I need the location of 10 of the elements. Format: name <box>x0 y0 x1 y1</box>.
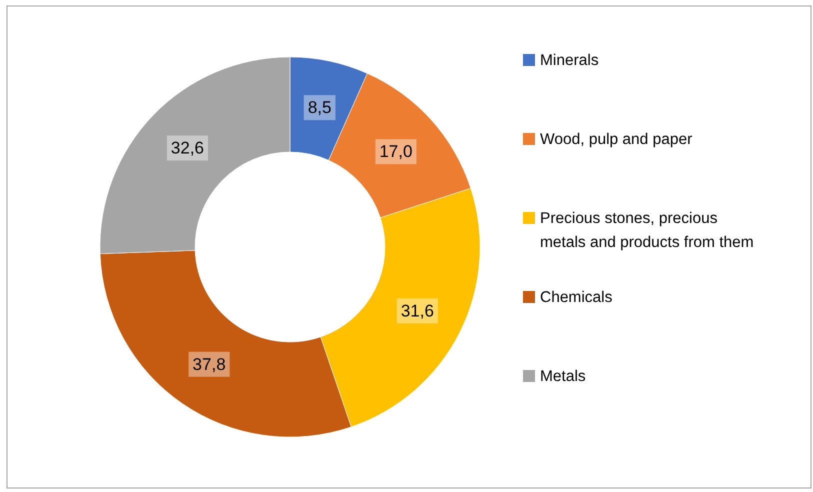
legend-label: Metals <box>540 368 586 384</box>
legend-label: Chemicals <box>540 288 613 306</box>
legend-label: Wood, pulp and paper <box>540 130 692 148</box>
legend-label: Minerals <box>540 52 599 68</box>
legend-label: Precious stones, precious metals and products from them <box>540 210 754 251</box>
data-label: 8,5 <box>308 98 332 118</box>
data-label: 32,6 <box>170 138 204 158</box>
data-label: 31,6 <box>400 301 434 320</box>
data-label: 37,8 <box>192 354 226 374</box>
data-label: 17,0 <box>379 142 412 162</box>
